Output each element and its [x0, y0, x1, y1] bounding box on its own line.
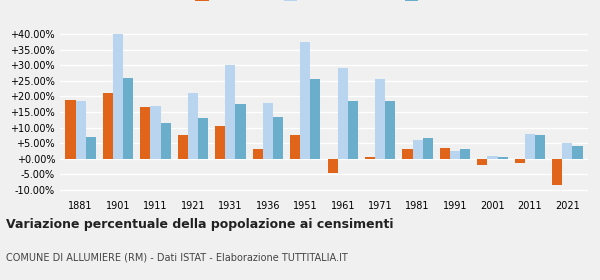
Bar [273, 117, 283, 159]
Bar [198, 118, 208, 159]
Bar [215, 126, 226, 159]
Bar [572, 146, 583, 159]
Bar [338, 68, 348, 159]
Bar [310, 79, 320, 159]
Bar [113, 34, 123, 159]
Bar [515, 159, 525, 163]
Bar [525, 134, 535, 159]
Legend: Allumiere, Provincia di RM, Lazio: Allumiere, Provincia di RM, Lazio [191, 0, 457, 6]
Bar [413, 140, 422, 159]
Bar [86, 137, 96, 159]
Bar [123, 78, 133, 159]
Bar [263, 103, 273, 159]
Bar [460, 149, 470, 159]
Bar [161, 123, 170, 159]
Bar [328, 159, 338, 173]
Bar [535, 135, 545, 159]
Bar [300, 42, 310, 159]
Bar [365, 157, 375, 159]
Bar [151, 106, 161, 159]
Bar [140, 107, 151, 159]
Bar [103, 93, 113, 159]
Bar [65, 100, 76, 159]
Bar [290, 135, 300, 159]
Bar [552, 159, 562, 185]
Bar [450, 151, 460, 159]
Bar [403, 149, 413, 159]
Bar [422, 138, 433, 159]
Bar [253, 149, 263, 159]
Bar [178, 135, 188, 159]
Text: COMUNE DI ALLUMIERE (RM) - Dati ISTAT - Elaborazione TUTTITALIA.IT: COMUNE DI ALLUMIERE (RM) - Dati ISTAT - … [6, 252, 348, 262]
Bar [478, 159, 487, 165]
Bar [348, 101, 358, 159]
Text: Variazione percentuale della popolazione ai censimenti: Variazione percentuale della popolazione… [6, 218, 394, 231]
Bar [487, 156, 497, 159]
Bar [497, 157, 508, 159]
Bar [226, 65, 235, 159]
Bar [440, 148, 450, 159]
Bar [562, 143, 572, 159]
Bar [385, 101, 395, 159]
Bar [76, 101, 86, 159]
Bar [188, 93, 198, 159]
Bar [375, 79, 385, 159]
Bar [235, 104, 245, 159]
